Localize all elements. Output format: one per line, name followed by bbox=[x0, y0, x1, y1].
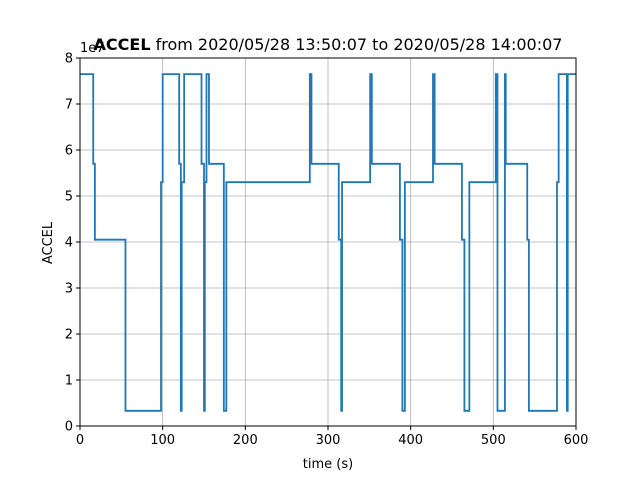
x-tick-label: 100 bbox=[150, 433, 175, 448]
y-axis-ticks: 0 1 2 3 4 5 6 7 8 bbox=[65, 52, 80, 435]
x-tick-label: 600 bbox=[564, 433, 589, 448]
x-axis-ticks: 0 100 200 300 400 500 600 bbox=[76, 426, 589, 448]
x-tick-label: 300 bbox=[316, 433, 341, 448]
x-axis-title: time (s) bbox=[303, 457, 353, 472]
x-tick-label: 200 bbox=[233, 433, 258, 448]
x-tick-label: 400 bbox=[398, 433, 423, 448]
y-tick-label: 5 bbox=[65, 190, 73, 205]
y-tick-label: 4 bbox=[65, 236, 73, 251]
x-tick-label: 500 bbox=[481, 433, 506, 448]
y-tick-label: 2 bbox=[65, 328, 73, 343]
y-tick-label: 7 bbox=[65, 98, 73, 113]
y-offset-label: 1e7 bbox=[80, 41, 105, 56]
series-layer bbox=[80, 73, 576, 412]
chart-title-bold: ACCEL bbox=[94, 35, 151, 54]
y-tick-label: 1 bbox=[65, 374, 73, 389]
x-tick-label: 0 bbox=[76, 433, 84, 448]
y-axis-title: ACCEL bbox=[41, 221, 56, 264]
y-tick-label: 6 bbox=[65, 144, 73, 159]
y-tick-label: 8 bbox=[65, 52, 73, 67]
accel-series-line bbox=[80, 73, 576, 412]
chart-title: ACCEL from 2020/05/28 13:50:07 to 2020/0… bbox=[94, 35, 563, 54]
y-tick-label: 3 bbox=[65, 282, 73, 297]
y-tick-label: 0 bbox=[65, 420, 73, 435]
chart-title-rest: from 2020/05/28 13:50:07 to 2020/05/28 1… bbox=[151, 35, 563, 54]
